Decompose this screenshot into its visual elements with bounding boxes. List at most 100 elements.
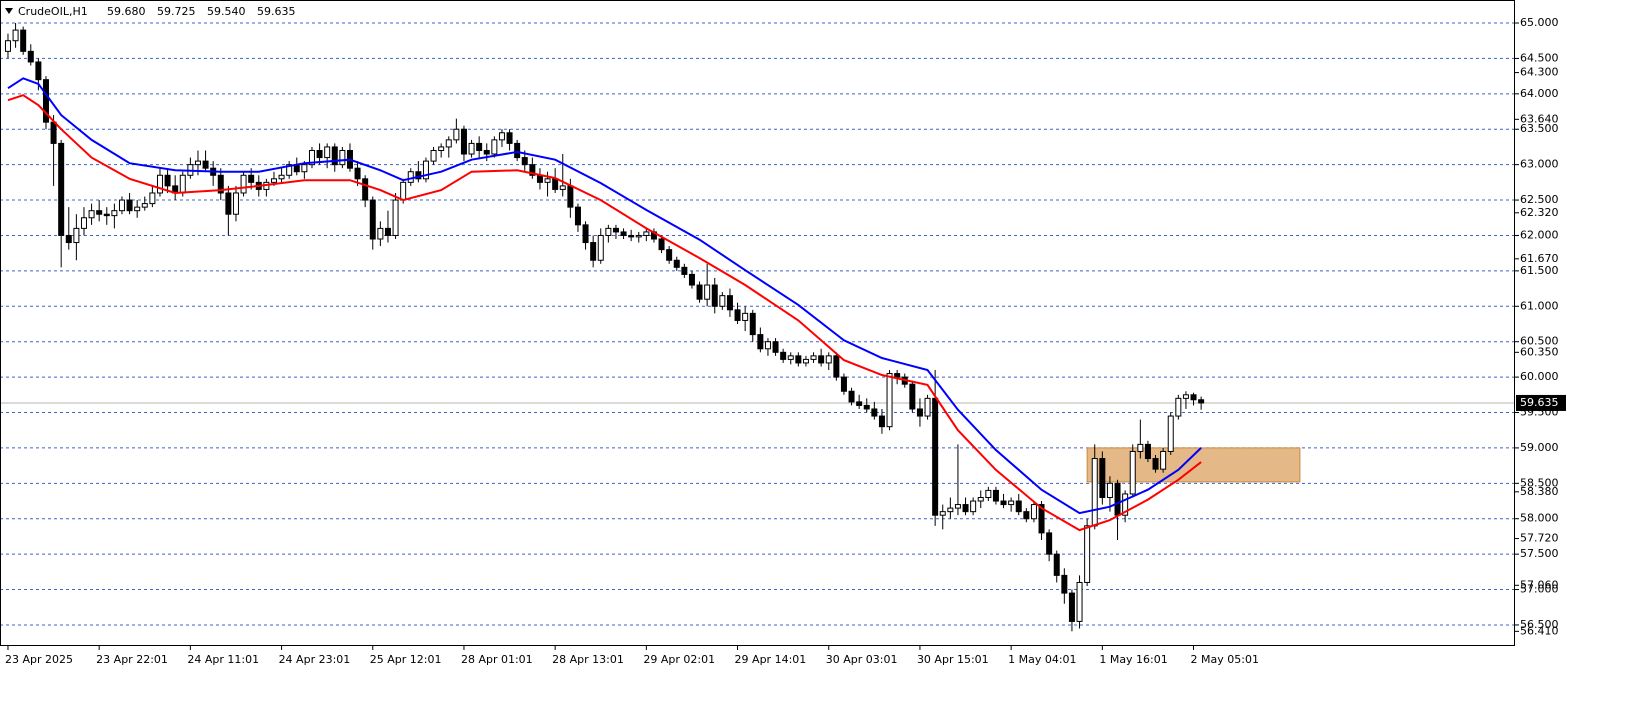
candle-body [688, 273, 695, 286]
candle-body [1000, 500, 1007, 506]
candle-body [863, 404, 870, 410]
candle-body [248, 174, 255, 183]
candle-body [126, 199, 133, 212]
candle-body [491, 139, 498, 155]
candle-body [1053, 553, 1060, 576]
candle-body [1030, 504, 1037, 520]
candle-body [1084, 525, 1091, 583]
symbol: CrudeOIL,H1 [18, 5, 88, 18]
candle-body [80, 217, 87, 229]
x-tick-label: 29 Apr 02:01 [643, 653, 715, 666]
candle-body [658, 238, 665, 251]
candle-body [278, 174, 285, 180]
candle-body [825, 355, 832, 364]
candle-body [992, 489, 999, 502]
candle-body [301, 164, 308, 173]
moving-average [7, 77, 1202, 515]
candle-body [369, 199, 376, 240]
candle-body [217, 174, 224, 194]
candle-body [392, 199, 399, 236]
candle-body [65, 234, 72, 244]
candle-body [757, 334, 764, 350]
x-tick-label: 29 Apr 14:01 [735, 653, 807, 666]
candle-body [795, 355, 802, 364]
candle-body [886, 373, 893, 428]
candle-body [460, 128, 467, 155]
candle-body [726, 295, 733, 311]
candle-body [894, 373, 901, 378]
candle-body [681, 266, 688, 275]
candle-body [802, 358, 809, 364]
candle-body [384, 227, 391, 236]
candle-body [954, 504, 961, 509]
candle-body [407, 171, 414, 183]
y-tick-label: 65.000 [1520, 16, 1559, 29]
candle-body [1167, 415, 1174, 452]
header-value: 59.680 [107, 5, 146, 18]
candle-body [1144, 443, 1151, 460]
candle-body [597, 234, 604, 261]
header-value: 59.725 [157, 5, 196, 18]
candle-body [620, 231, 627, 236]
candle-body [833, 355, 840, 378]
current-price-label: 59.635 [1520, 396, 1559, 409]
y-extra-label: 57.720 [1520, 532, 1559, 545]
y-tick-label: 64.500 [1520, 51, 1559, 64]
candle-body [962, 504, 969, 513]
y-tick-label: 57.500 [1520, 547, 1559, 560]
x-tick-label: 23 Apr 22:01 [96, 653, 168, 666]
candle-body [339, 149, 346, 166]
candle-body [985, 489, 992, 498]
candle-body [1152, 458, 1159, 470]
candle-body [96, 210, 103, 215]
candle-body [1114, 482, 1121, 516]
candle-body [1061, 574, 1068, 594]
candle-body [103, 213, 110, 217]
candle-body [696, 284, 703, 300]
plot-frame [0, 0, 1515, 646]
candle-body [232, 192, 239, 215]
candle-body [476, 142, 483, 151]
candle-body [567, 185, 574, 208]
header-value: 59.635 [257, 5, 296, 18]
x-tick-label: 25 Apr 12:01 [370, 653, 442, 666]
candle-body [286, 164, 293, 176]
candle-body [970, 500, 977, 513]
candle-body [362, 178, 369, 201]
candle-body [1046, 532, 1053, 555]
header-value: 59.540 [207, 5, 246, 18]
candle-body [1015, 500, 1022, 513]
candle-body [673, 259, 680, 268]
moving-average [7, 94, 1202, 532]
candle-body [932, 397, 939, 516]
candle-body [354, 167, 361, 180]
x-tick-label: 23 Apr 2025 [5, 653, 73, 666]
candle-body [552, 178, 559, 190]
candle-body [719, 295, 726, 307]
candle-body [856, 401, 863, 406]
y-tick-label: 58.000 [1520, 512, 1559, 525]
candle-body [400, 181, 407, 201]
candle-body [88, 210, 95, 219]
candle-body [924, 397, 931, 417]
candle-body [149, 192, 156, 205]
candle-body [605, 227, 612, 236]
candle-body [422, 160, 429, 180]
candle-body [12, 29, 19, 42]
candle-body [42, 79, 49, 123]
candle-body [977, 496, 984, 502]
candle-body [1122, 493, 1129, 516]
candle-body [308, 149, 315, 166]
x-tick-label: 1 May 16:01 [1099, 653, 1167, 666]
candle-body [240, 174, 247, 194]
candle-body [438, 146, 445, 151]
y-extra-label: 64.300 [1520, 66, 1559, 79]
candle-body [628, 234, 635, 238]
candle-body [1198, 399, 1205, 404]
candle-body [194, 160, 201, 166]
candle-body [818, 355, 825, 364]
candle-body [916, 408, 923, 417]
x-tick-label: 2 May 05:01 [1191, 653, 1259, 666]
candle-body [909, 383, 916, 410]
y-extra-label: 61.670 [1520, 252, 1559, 265]
